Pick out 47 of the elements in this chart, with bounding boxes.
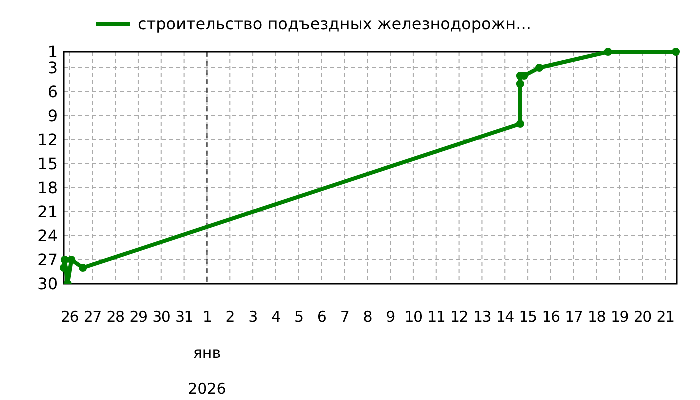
x-tick-label: 14 [496, 308, 514, 326]
x-tick-label: 11 [428, 308, 446, 326]
x-tick-label: 16 [542, 308, 560, 326]
y-tick-label: 6 [48, 82, 58, 102]
point [672, 48, 680, 56]
x-tick-label: 5 [294, 308, 304, 326]
x-tick-label: 21 [656, 308, 675, 326]
y-tick-label: 15 [38, 154, 58, 174]
x-tick-label: 29 [130, 308, 148, 326]
x-tick-label: 17 [565, 308, 583, 326]
x-tick-label: 2 [226, 308, 235, 326]
x-tick-label: 31 [176, 308, 194, 326]
x-tick-label: 7 [340, 308, 350, 326]
x-tick-label: 28 [106, 308, 125, 326]
y-tick-label: 30 [38, 274, 58, 294]
x-tick-label: 12 [450, 308, 468, 326]
x-tick-label: 30 [152, 308, 170, 326]
x-tick-label: 10 [404, 308, 422, 326]
x-tick-label: 15 [519, 308, 538, 326]
y-tick-label: 9 [48, 106, 58, 126]
x-tick-label: 13 [473, 308, 492, 326]
point [60, 264, 68, 272]
y-tick-label: 12 [38, 130, 58, 150]
y-tick-label: 24 [38, 226, 58, 246]
x-tick-label: 6 [317, 308, 326, 326]
point [516, 120, 524, 128]
legend-label: строительство подъездных железнодорожн... [138, 14, 532, 34]
x-tick-label: 27 [84, 308, 102, 326]
x-tick-label: 9 [386, 308, 396, 326]
x-tick-label: 18 [588, 308, 606, 326]
point [79, 264, 88, 272]
point [604, 48, 612, 56]
point [536, 64, 544, 72]
point [68, 256, 76, 264]
point [516, 80, 524, 88]
text: янв 2026 [188, 344, 226, 398]
y-tick-label: 18 [38, 178, 58, 198]
y-tick-label: 21 [38, 202, 58, 222]
x-tick-label: 4 [272, 308, 281, 326]
x-tick-label: 3 [248, 308, 258, 326]
x-tick-label: 26 [60, 308, 79, 326]
x-tick-label: 8 [363, 308, 372, 326]
x-tick-label: 1 [202, 308, 212, 326]
y-tick-label: 27 [38, 250, 58, 270]
point [60, 256, 69, 264]
x-tick-label: 19 [610, 308, 629, 326]
x-tick-label: 20 [634, 308, 652, 326]
